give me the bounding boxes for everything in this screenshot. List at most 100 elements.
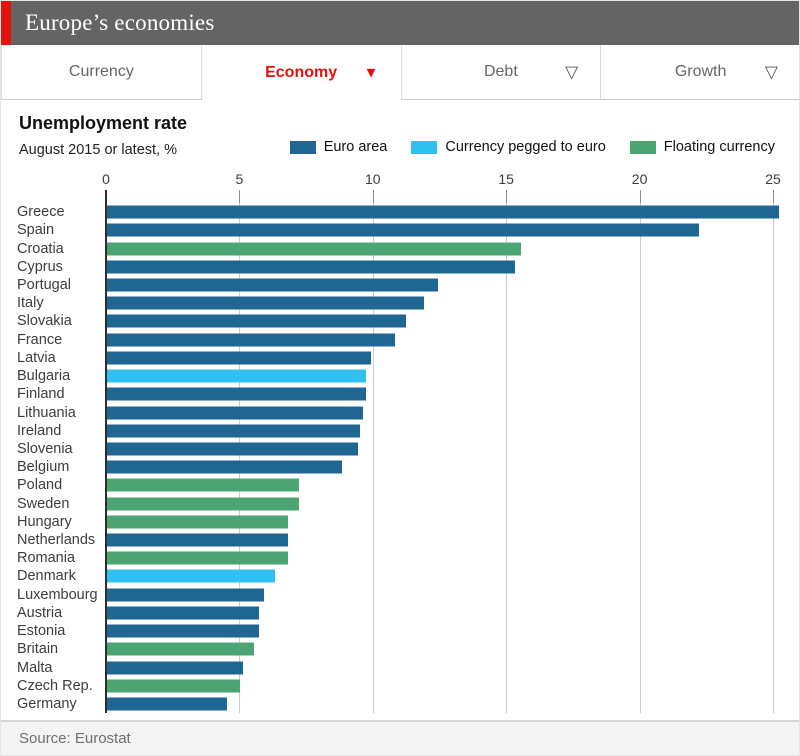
bar-floating [107, 679, 241, 693]
tab-currency[interactable]: Currency [1, 45, 202, 100]
red-accent-stripe [1, 1, 11, 45]
country-label: Belgium [17, 459, 70, 476]
country-label: Denmark [17, 568, 76, 585]
tab-economy[interactable]: Economy ▼ [201, 45, 402, 100]
bar-row-estonia: Estonia [1, 622, 799, 640]
bar-euro_area [107, 351, 372, 365]
zero-axis-line [105, 190, 107, 713]
country-label: Slovenia [17, 440, 73, 457]
country-label: Poland [17, 477, 63, 494]
bar-row-austria: Austria [1, 604, 799, 622]
bar-row-britain: Britain [1, 640, 799, 658]
country-label: Sweden [17, 495, 70, 512]
bar-row-croatia: Croatia [1, 239, 799, 257]
bar-euro_area [107, 406, 364, 420]
country-label: Malta [17, 659, 53, 676]
country-label: Ireland [17, 422, 62, 439]
bar-row-bulgaria: Bulgaria [1, 367, 799, 385]
header-bar: Europe’s economies [1, 1, 799, 45]
bar-euro_area [107, 278, 438, 292]
x-axis-tick-label: 10 [365, 171, 381, 187]
footer-bar: Source: Eurostat [1, 720, 799, 755]
legend-swatch-floating [629, 140, 656, 154]
country-label: Hungary [17, 513, 72, 530]
tab-label: Growth [674, 63, 727, 80]
legend-label: Euro area [323, 139, 388, 155]
bar-euro_area [107, 442, 358, 456]
bar-row-sweden: Sweden [1, 495, 799, 513]
bar-row-italy: Italy [1, 294, 799, 312]
tab-debt[interactable]: Debt ▽ [401, 45, 602, 100]
country-label: Luxembourg [17, 586, 98, 603]
bar-row-portugal: Portugal [1, 276, 799, 294]
bar-euro_area [107, 533, 289, 547]
source-note: Source: Eurostat [19, 730, 131, 747]
bar-row-spain: Spain [1, 221, 799, 239]
gridline [773, 203, 774, 713]
country-label: Romania [17, 550, 76, 567]
x-axis-tick-label: 5 [235, 171, 244, 187]
legend-label: Floating currency [663, 139, 775, 155]
country-label: Italy [17, 295, 44, 312]
bar-row-lithuania: Lithuania [1, 403, 799, 421]
bar-euro_area [107, 460, 342, 474]
x-axis-tick-mark [639, 190, 641, 203]
gridline [506, 203, 508, 713]
x-axis-tick-mark [773, 190, 774, 203]
bar-euro_area [107, 588, 265, 602]
tab-label: Debt [483, 63, 518, 80]
tab-label: Currency [68, 63, 134, 80]
bar-floating [107, 642, 254, 656]
legend-label: Currency pegged to euro [445, 139, 606, 155]
bar-row-latvia: Latvia [1, 349, 799, 367]
gridline [239, 203, 241, 713]
bar-pegged [107, 369, 366, 383]
bar-row-malta: Malta [1, 658, 799, 676]
bar-row-slovakia: Slovakia [1, 312, 799, 330]
dropdown-triangle-icon[interactable]: ▽ [565, 62, 579, 82]
legend-item-pegged: Currency pegged to euro [411, 139, 606, 155]
chart-subtitle: August 2015 or latest, % [19, 142, 177, 158]
x-axis-tick-label: 20 [631, 171, 648, 187]
x-axis-tick-label: 15 [498, 171, 514, 187]
tab-bar: Currency Economy ▼ Debt ▽ Growth ▽ [1, 45, 799, 100]
x-axis-tick-mark [506, 190, 508, 203]
bar-floating [107, 497, 300, 511]
bar-row-germany: Germany [1, 695, 799, 713]
country-label: Estonia [17, 623, 66, 640]
bar-row-belgium: Belgium [1, 458, 799, 476]
country-label: Britain [17, 641, 59, 658]
x-axis-tick-mark [372, 190, 374, 203]
bar-euro_area [107, 697, 228, 711]
x-axis-tick-mark [239, 190, 241, 203]
page-title: Europe’s economies [25, 10, 215, 35]
tab-growth[interactable]: Growth ▽ [601, 45, 799, 100]
bar-row-cyprus: Cyprus [1, 258, 799, 276]
bar-row-greece: Greece [1, 203, 799, 221]
country-label: Latvia [17, 349, 56, 366]
gridline [372, 203, 374, 713]
chart-legend: Euro area Currency pegged to euro Floating… [289, 139, 775, 155]
bar-euro_area [107, 624, 260, 638]
bar-euro_area [107, 606, 260, 620]
bar-row-czech-rep: Czech Rep. [1, 677, 799, 695]
bar-euro_area [107, 424, 361, 438]
bar-pegged [107, 569, 276, 583]
country-label: Czech Rep. [17, 677, 93, 694]
bar-row-finland: Finland [1, 385, 799, 403]
country-label: Slovakia [17, 313, 72, 330]
legend-item-euro_area: Euro area [289, 139, 388, 155]
dropdown-triangle-icon[interactable]: ▽ [764, 62, 778, 82]
bar-euro_area [107, 314, 406, 328]
country-label: Netherlands [17, 532, 96, 549]
gridline [639, 203, 641, 713]
legend-swatch-pegged [411, 140, 438, 154]
bar-row-luxembourg: Luxembourg [1, 586, 799, 604]
legend-item-floating: Floating currency [629, 139, 775, 155]
bar-euro_area [107, 205, 780, 219]
bar-euro_area [107, 387, 366, 401]
dropdown-triangle-icon[interactable]: ▼ [363, 64, 379, 81]
country-label: Croatia [17, 240, 64, 257]
bar-row-poland: Poland [1, 476, 799, 494]
